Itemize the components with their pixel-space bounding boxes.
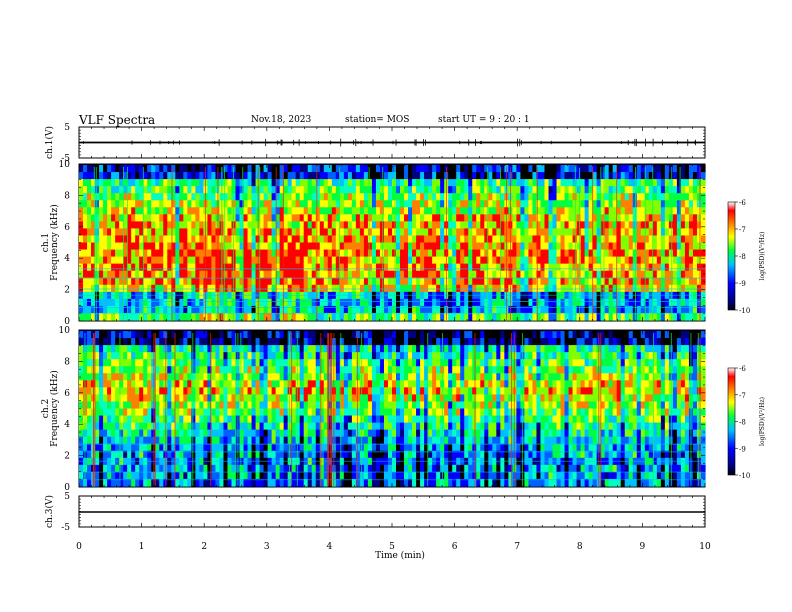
ch2-spectrum-y-tick-0: 0 bbox=[64, 483, 70, 493]
ch1-waveform-y-tick-5: 5 bbox=[64, 123, 70, 133]
x-tick-label-3: 3 bbox=[264, 542, 270, 552]
ch1-spectrum-y-tick-2: 2 bbox=[64, 286, 70, 296]
ch2-spectrum-y-label: ch.2 bbox=[41, 399, 51, 418]
ch2-spectrum-y-tick-8: 8 bbox=[64, 357, 70, 367]
ch1-spectrum-y-label-2: Frequency (kHz) bbox=[49, 204, 60, 281]
ch2-spectrum-cb-tick--8: -8 bbox=[739, 419, 746, 427]
x-tick-label-7: 7 bbox=[514, 542, 520, 552]
x-axis-label: Time (min) bbox=[375, 550, 425, 561]
x-tick-label-8: 8 bbox=[577, 542, 583, 552]
ch2-spectrum-cb-tick--9: -9 bbox=[739, 445, 746, 453]
ch2-spectrum-y-label-2: Frequency (kHz) bbox=[49, 370, 60, 447]
ch1-spectrum-y-tick-6: 6 bbox=[64, 223, 70, 233]
ch1-spectrum-y-tick-0: 0 bbox=[64, 317, 70, 327]
ch2-spectrum-colorbar-label: log(PSD)(V²/Hz) bbox=[759, 397, 766, 446]
ch2-spectrum-y-tick-2: 2 bbox=[64, 452, 70, 462]
x-tick-label-5: 5 bbox=[389, 542, 395, 552]
ch1-spectrum-y-tick-4: 4 bbox=[64, 254, 70, 264]
ch1-waveform-y-tick--5: -5 bbox=[61, 154, 70, 164]
x-tick-label-1: 1 bbox=[139, 542, 145, 552]
ch2-colorbar bbox=[727, 367, 736, 476]
ch1-spectrum-cb-tick--10: -10 bbox=[739, 307, 750, 315]
ch2-spectrum-y-tick-6: 6 bbox=[64, 389, 70, 399]
ch1-colorbar bbox=[727, 201, 736, 311]
ch1-spectrogram bbox=[79, 165, 706, 321]
ch1-spectrum-cb-tick--7: -7 bbox=[739, 226, 746, 234]
ch3-waveform-y-label: ch.3(V) bbox=[44, 495, 55, 528]
ch2-spectrogram bbox=[79, 331, 706, 487]
ch1-spectrum-y-label: ch.1 bbox=[41, 233, 51, 252]
ch3-waveform-y-tick--5: -5 bbox=[61, 523, 70, 533]
chart-title: VLF Spectra bbox=[79, 113, 156, 127]
date-label: Nov.18, 2023 bbox=[251, 115, 312, 125]
station-label: station= MOS bbox=[345, 115, 410, 125]
ch1-spectrum-y-tick-8: 8 bbox=[64, 191, 70, 201]
ch2-spectrum-cb-tick--7: -7 bbox=[739, 392, 746, 400]
ch1-spectrum-cb-tick--6: -6 bbox=[739, 199, 746, 207]
x-tick-label-9: 9 bbox=[640, 542, 646, 552]
ch1-waveform-y-label: ch.1(V) bbox=[44, 126, 55, 159]
ch2-spectrum-cb-tick--10: -10 bbox=[739, 472, 750, 480]
ch1-spectrum-cb-tick--9: -9 bbox=[739, 280, 746, 288]
ch1-spectrum-cb-tick--8: -8 bbox=[739, 253, 746, 261]
ch2-spectrum-cb-tick--6: -6 bbox=[739, 365, 746, 373]
x-tick-label-0: 0 bbox=[76, 542, 82, 552]
ch2-spectrum-y-tick-4: 4 bbox=[64, 420, 70, 430]
x-tick-label-4: 4 bbox=[327, 542, 333, 552]
ch2-spectrum-y-tick-10: 10 bbox=[59, 326, 71, 336]
x-tick-label-6: 6 bbox=[452, 542, 458, 552]
ch3-waveform-y-tick-5: 5 bbox=[64, 492, 70, 502]
start-time-label: start UT = 9 : 20 : 1 bbox=[438, 115, 530, 125]
ch1-spectrum-y-tick-10: 10 bbox=[59, 160, 71, 170]
x-tick-label-2: 2 bbox=[201, 542, 207, 552]
colorbar-ticks: -6 -7 -8 -9 -10 log(PSD)(V²/Hz) -6 -7 -8 -9 -10 log… bbox=[735, 199, 766, 480]
ch1-waveform-spikes bbox=[83, 138, 696, 147]
x-tick-label-10: 10 bbox=[699, 542, 711, 552]
ch1-spectrum-colorbar-label: log(PSD)(V²/Hz) bbox=[759, 232, 766, 281]
